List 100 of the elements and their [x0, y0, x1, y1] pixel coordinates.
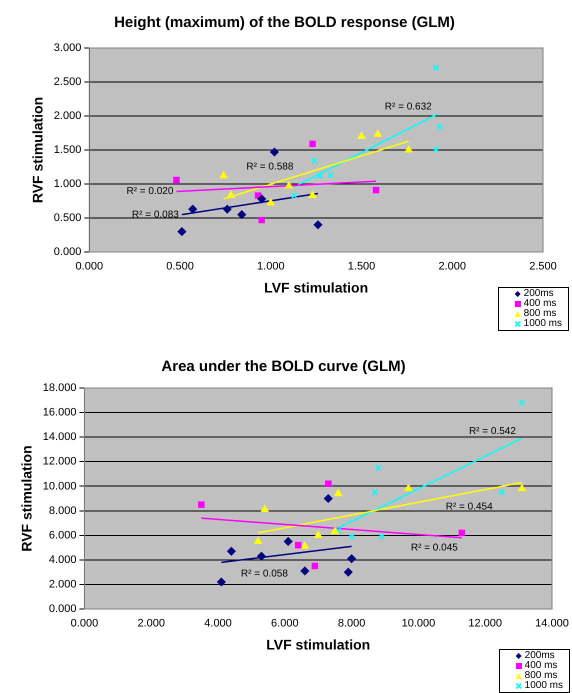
x-tick-label: 2.000	[137, 618, 166, 630]
y-tick-label: 2.500	[54, 76, 82, 88]
y-tick-label: 1.000	[54, 178, 82, 190]
legend-label: 200ms	[524, 288, 554, 299]
annotation: R² = 0.058	[240, 568, 288, 580]
x-tick-label: 2.500	[529, 260, 557, 273]
x-axis-title: LVF stimulation	[266, 636, 370, 652]
point	[518, 484, 526, 492]
point	[257, 194, 266, 204]
point	[220, 172, 228, 178]
point	[261, 505, 269, 512]
point	[358, 132, 366, 139]
y-tick-label: 6.000	[48, 529, 76, 542]
point	[518, 400, 526, 406]
chart-title: Height (maximum) of the BOLD response (GLM)	[114, 14, 455, 32]
x-axis-title: LVF stimulation	[264, 279, 368, 296]
point	[198, 501, 205, 508]
point	[324, 494, 332, 503]
y-tick-label: 0.000	[48, 603, 76, 616]
y-tick-label: 3.000	[54, 42, 82, 54]
point	[316, 172, 324, 180]
point	[222, 204, 232, 214]
point	[227, 191, 235, 198]
y-tick-label: 2.000	[54, 110, 82, 122]
legend-label: 1000 ms	[524, 318, 562, 329]
point	[344, 568, 353, 576]
legend-label: 800 ms	[524, 308, 556, 319]
annotation: R² = 0.045	[410, 542, 458, 554]
point	[347, 554, 356, 563]
point	[291, 192, 298, 199]
x-tick-label: 2.000	[438, 260, 466, 273]
y-tick-label: 8.000	[48, 504, 76, 517]
chart-title: Area under the BOLD curve (GLM)	[161, 358, 406, 376]
point	[378, 533, 385, 540]
legend-label: 200ms	[524, 650, 555, 661]
point	[372, 489, 378, 496]
legend-label: 400 ms	[524, 298, 556, 309]
x-tick-label: 0.000	[76, 260, 104, 273]
point	[404, 484, 412, 492]
point	[348, 533, 355, 540]
x-tick-label: 14.000	[535, 618, 569, 630]
y-tick-label: 0.000	[54, 246, 82, 258]
y-axis-title: RVF stimulation	[29, 96, 46, 204]
point	[188, 204, 198, 214]
annotation: R² = 0.454	[446, 501, 494, 512]
point	[372, 186, 380, 194]
y-tick-label: 14.000	[42, 431, 76, 444]
point	[308, 191, 316, 198]
point	[284, 537, 292, 546]
point	[436, 124, 443, 130]
annotation: R² = 0.632	[384, 102, 432, 113]
point	[270, 148, 279, 156]
point	[404, 146, 412, 152]
point	[258, 216, 265, 224]
point	[178, 227, 186, 236]
x-tick-label: 6.000	[271, 618, 299, 630]
point	[227, 547, 236, 556]
point	[334, 489, 342, 496]
point	[217, 578, 226, 586]
y-tick-label: 0.500	[54, 212, 82, 224]
legend-label: 800 ms	[524, 670, 558, 681]
point	[432, 146, 440, 153]
point	[301, 542, 309, 549]
y-tick-label: 4.000	[48, 554, 76, 566]
x-tick-label: 0.000	[70, 618, 98, 630]
point	[267, 198, 275, 206]
point	[300, 566, 310, 576]
annotation: R² = 0.588	[246, 161, 294, 172]
point	[458, 530, 466, 536]
y-tick-label: 18.000	[42, 382, 76, 394]
y-tick-label: 12.000	[42, 456, 76, 468]
y-tick-label: 16.000	[42, 406, 76, 419]
x-tick-label: 10.000	[402, 618, 436, 630]
y-axis-title: RVF stimulation	[18, 445, 34, 552]
y-tick-label: 2.000	[48, 578, 76, 590]
x-tick-label: 12.000	[468, 618, 502, 630]
annotation: R² = 0.083	[132, 209, 180, 220]
point	[432, 64, 440, 71]
point	[375, 464, 382, 472]
annotation: R² = 0.020	[126, 186, 174, 198]
point	[254, 537, 262, 544]
point	[314, 220, 322, 230]
point	[331, 527, 339, 534]
point	[314, 531, 322, 538]
x-tick-label: 8.000	[338, 618, 366, 630]
point	[327, 172, 334, 178]
legend-label: 400 ms	[524, 660, 558, 671]
x-tick-label: 4.000	[204, 618, 232, 630]
x-tick-label: 1.500	[348, 260, 376, 273]
point	[498, 489, 506, 496]
point	[311, 158, 318, 164]
x-tick-label: 1.000	[257, 260, 285, 273]
point	[374, 130, 382, 137]
point	[238, 210, 246, 219]
point	[285, 182, 293, 189]
point	[325, 480, 332, 487]
y-tick-label: 1.500	[54, 144, 82, 156]
point	[173, 176, 180, 184]
point	[294, 542, 302, 548]
point	[312, 562, 318, 570]
